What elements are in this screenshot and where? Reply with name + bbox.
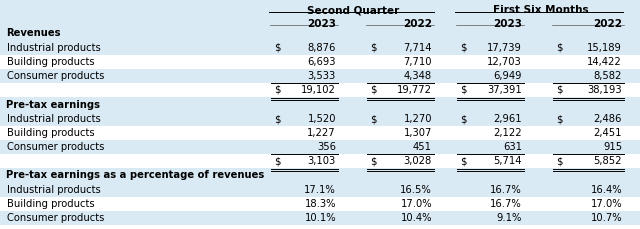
Text: Building products: Building products [7, 128, 95, 138]
Bar [0, 183, 640, 197]
Text: 1,307: 1,307 [404, 128, 432, 138]
Text: $: $ [556, 43, 563, 53]
Text: 915: 915 [603, 142, 622, 152]
Text: $: $ [274, 114, 280, 124]
Text: 19,772: 19,772 [397, 85, 432, 95]
Bar [0, 168, 640, 183]
Bar [0, 211, 640, 225]
Text: 18.3%: 18.3% [305, 199, 336, 209]
Text: 16.7%: 16.7% [490, 185, 522, 195]
Text: Pre-tax earnings as a percentage of revenues: Pre-tax earnings as a percentage of reve… [6, 171, 264, 180]
Text: 16.4%: 16.4% [590, 185, 622, 195]
Text: 2022: 2022 [593, 19, 622, 29]
Text: 2023: 2023 [493, 19, 522, 29]
Text: Building products: Building products [7, 57, 95, 67]
Text: Pre-tax earnings: Pre-tax earnings [6, 99, 100, 109]
Text: $: $ [556, 114, 563, 124]
Text: Consumer products: Consumer products [7, 213, 104, 223]
Text: 2,451: 2,451 [593, 128, 622, 138]
Bar [0, 97, 640, 112]
Text: $: $ [370, 114, 376, 124]
Text: $: $ [370, 156, 376, 166]
Text: 5,852: 5,852 [593, 156, 622, 166]
Text: 14,422: 14,422 [588, 57, 622, 67]
Text: First Six Months: First Six Months [493, 5, 589, 15]
Text: Industrial products: Industrial products [7, 114, 100, 124]
Text: 10.4%: 10.4% [401, 213, 432, 223]
Text: 1,520: 1,520 [307, 114, 336, 124]
Bar [0, 0, 640, 26]
Text: Industrial products: Industrial products [7, 185, 100, 195]
Bar [0, 154, 640, 168]
Text: 2023: 2023 [307, 19, 336, 29]
Text: 1,227: 1,227 [307, 128, 336, 138]
Text: 8,876: 8,876 [308, 43, 336, 53]
Bar [0, 126, 640, 140]
Bar [0, 69, 640, 83]
Bar [0, 197, 640, 211]
Text: 2,486: 2,486 [594, 114, 622, 124]
Text: $: $ [460, 43, 467, 53]
Text: $: $ [556, 156, 563, 166]
Text: Second Quarter: Second Quarter [307, 5, 399, 15]
Text: 2,961: 2,961 [493, 114, 522, 124]
Text: 12,703: 12,703 [487, 57, 522, 67]
Text: 6,949: 6,949 [493, 71, 522, 81]
Bar [0, 140, 640, 154]
Text: 2,122: 2,122 [493, 128, 522, 138]
Bar [0, 55, 640, 69]
Text: 2022: 2022 [403, 19, 432, 29]
Text: Building products: Building products [7, 199, 95, 209]
Text: 16.7%: 16.7% [490, 199, 522, 209]
Bar [0, 83, 640, 97]
Text: 17.0%: 17.0% [590, 199, 622, 209]
Text: 19,102: 19,102 [301, 85, 336, 95]
Text: 15,189: 15,189 [587, 43, 622, 53]
Text: 17.0%: 17.0% [401, 199, 432, 209]
Text: 5,714: 5,714 [493, 156, 522, 166]
Text: 17.1%: 17.1% [304, 185, 336, 195]
Text: 1,270: 1,270 [403, 114, 432, 124]
Bar [0, 41, 640, 55]
Text: 10.1%: 10.1% [305, 213, 336, 223]
Text: $: $ [370, 85, 376, 95]
Text: Consumer products: Consumer products [7, 142, 104, 152]
Bar [0, 112, 640, 126]
Text: 16.5%: 16.5% [400, 185, 432, 195]
Text: 7,714: 7,714 [403, 43, 432, 53]
Text: $: $ [460, 85, 467, 95]
Text: $: $ [274, 156, 280, 166]
Text: 3,533: 3,533 [308, 71, 336, 81]
Text: 17,739: 17,739 [487, 43, 522, 53]
Text: 4,348: 4,348 [404, 71, 432, 81]
Text: 7,710: 7,710 [403, 57, 432, 67]
Text: 38,193: 38,193 [588, 85, 622, 95]
Text: 451: 451 [413, 142, 432, 152]
Text: 631: 631 [503, 142, 522, 152]
Text: $: $ [556, 85, 563, 95]
Text: 3,028: 3,028 [404, 156, 432, 166]
Text: $: $ [460, 156, 467, 166]
Text: $: $ [274, 43, 280, 53]
Text: 37,391: 37,391 [487, 85, 522, 95]
Text: $: $ [460, 114, 467, 124]
Text: $: $ [370, 43, 376, 53]
Bar [0, 26, 640, 41]
Text: $: $ [274, 85, 280, 95]
Text: Revenues: Revenues [6, 28, 61, 38]
Text: Consumer products: Consumer products [7, 71, 104, 81]
Text: 10.7%: 10.7% [590, 213, 622, 223]
Text: 356: 356 [317, 142, 336, 152]
Text: 8,582: 8,582 [594, 71, 622, 81]
Text: 6,693: 6,693 [307, 57, 336, 67]
Text: Industrial products: Industrial products [7, 43, 100, 53]
Text: 9.1%: 9.1% [497, 213, 522, 223]
Text: 3,103: 3,103 [308, 156, 336, 166]
